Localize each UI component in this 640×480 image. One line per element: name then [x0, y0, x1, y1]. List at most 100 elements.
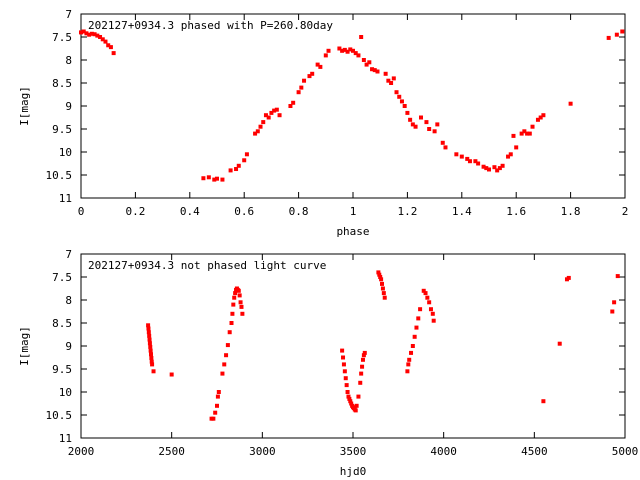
data-point	[147, 337, 152, 342]
y-tick-label: 7.5	[52, 271, 72, 284]
x-axis-label: hjd0	[340, 465, 367, 478]
data-point	[345, 390, 350, 394]
data-point	[291, 100, 296, 105]
data-point	[410, 122, 415, 127]
data-point	[146, 330, 151, 335]
x-tick-label: 1	[350, 205, 357, 218]
data-point	[169, 372, 174, 377]
data-point	[274, 107, 279, 112]
data-point	[423, 291, 428, 296]
data-point	[84, 31, 89, 36]
data-point	[522, 129, 527, 134]
y-tick-label: 11	[59, 192, 72, 205]
data-point	[381, 291, 386, 296]
data-point	[443, 145, 448, 150]
data-point	[95, 33, 100, 38]
data-point	[206, 175, 211, 180]
data-point	[405, 110, 410, 115]
data-point	[326, 48, 331, 53]
data-point	[380, 286, 385, 291]
x-tick-label: 3000	[249, 445, 276, 458]
data-point	[228, 168, 233, 173]
data-point	[511, 133, 516, 138]
data-point	[406, 362, 411, 367]
data-point	[354, 403, 359, 408]
x-tick-label: 1.4	[452, 205, 472, 218]
data-point	[232, 295, 237, 300]
data-point	[87, 32, 92, 37]
y-tick-label: 8.5	[52, 77, 72, 90]
data-point	[353, 408, 358, 413]
data-point	[372, 68, 377, 73]
data-point	[347, 396, 352, 401]
data-point	[296, 90, 301, 95]
data-point	[147, 341, 152, 346]
data-point	[473, 159, 478, 164]
data-point	[79, 30, 83, 35]
data-point	[151, 369, 156, 374]
data-point	[421, 288, 426, 293]
data-point	[375, 69, 380, 74]
data-point	[377, 272, 382, 277]
data-point	[233, 291, 238, 296]
data-point	[484, 166, 489, 171]
data-point	[148, 344, 153, 349]
data-point	[356, 394, 361, 399]
data-point	[342, 369, 347, 374]
data-point	[409, 350, 414, 355]
data-point	[353, 51, 358, 56]
data-point	[149, 355, 154, 360]
plot-frame	[80, 13, 626, 199]
x-tick-label: 2000	[68, 445, 95, 458]
data-point	[349, 401, 354, 406]
data-point	[541, 399, 546, 404]
data-point	[360, 364, 365, 369]
data-point	[89, 31, 94, 36]
y-tick-label: 10	[59, 386, 72, 399]
data-point	[541, 113, 546, 118]
data-point	[408, 117, 413, 122]
chart-unphased: 2000 2500 3000 3500 4000 4500 5000 7 7.5 8 8.5 9 9.5…	[18, 248, 638, 478]
data-point	[527, 131, 532, 136]
data-point	[302, 78, 307, 83]
data-point	[407, 357, 412, 362]
data-point	[215, 403, 219, 408]
data-point	[380, 281, 385, 286]
data-point	[227, 330, 232, 335]
data-point	[386, 78, 391, 83]
x-tick-label: 0.6	[234, 205, 254, 218]
y-axis-label: I[mag]	[18, 86, 31, 126]
data-point	[413, 124, 418, 129]
data-point	[557, 341, 562, 346]
data-point	[344, 383, 349, 388]
x-tick-label: 2	[622, 205, 629, 218]
x-tick-label: 3500	[340, 445, 367, 458]
data-point	[212, 177, 217, 182]
data-point	[410, 344, 415, 348]
data-point	[568, 101, 573, 106]
data-point	[391, 76, 396, 81]
data-point	[258, 124, 263, 129]
chart-title: 202127+0934.3 phased with P=260.80day	[88, 19, 333, 32]
data-point	[397, 94, 402, 99]
data-point	[454, 152, 459, 157]
data-point	[244, 152, 249, 157]
data-point	[481, 164, 486, 169]
data-point	[237, 293, 242, 298]
data-point	[612, 300, 617, 305]
y-tick-label: 9	[65, 100, 72, 113]
data-point	[405, 369, 410, 374]
data-point	[416, 316, 421, 321]
data-point	[225, 343, 230, 348]
y-tick-label: 9.5	[52, 123, 72, 136]
data-point	[356, 53, 361, 58]
data-point	[428, 307, 433, 312]
x-tick-label: 1.8	[561, 205, 581, 218]
data-point	[342, 47, 347, 52]
data-point	[389, 81, 394, 85]
data-point	[341, 362, 346, 367]
data-point	[467, 159, 472, 164]
y-tick-label: 10.5	[46, 409, 73, 422]
data-point	[315, 62, 320, 67]
data-point	[348, 399, 353, 404]
